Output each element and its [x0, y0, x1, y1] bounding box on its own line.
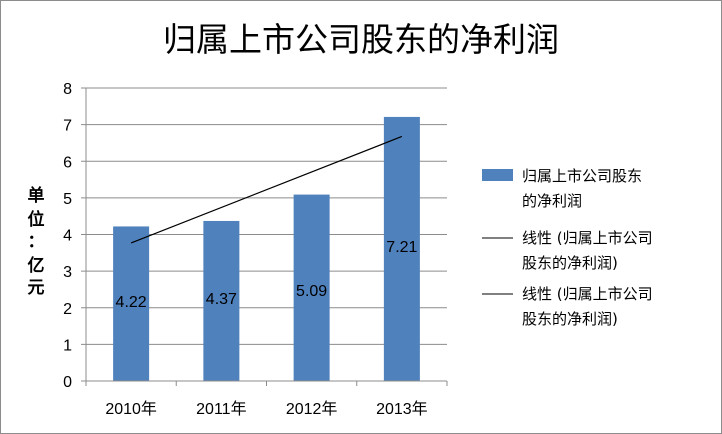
x-tick-label: 2012年: [286, 400, 338, 418]
legend-swatch-bar: [482, 169, 513, 181]
y-tick-label: 6: [63, 154, 72, 171]
y-tick-label: 0: [63, 374, 72, 391]
trendline: [130, 135, 403, 244]
x-tick-label: 2013年: [376, 400, 428, 418]
chart-title: 归属上市公司股东的净利润: [163, 20, 559, 59]
y-axis-label-char: 亿: [28, 255, 45, 276]
bar: [383, 116, 420, 381]
y-tick-label: 3: [63, 264, 72, 281]
legend-label: 线性 (归属上市公司: [522, 229, 653, 247]
x-tick-labels: 2010年 2011年 2012年 2013年: [105, 400, 427, 418]
legend-label: 归属上市公司股东: [522, 167, 642, 185]
y-tick-label: 5: [63, 191, 72, 208]
bar: [293, 194, 330, 381]
legend-label: 股东的净利润): [522, 254, 618, 272]
bar: [113, 226, 150, 381]
y-tick-label: 2: [63, 301, 72, 318]
data-labels: 4.22 4.37 5.09 7.21: [116, 239, 418, 311]
data-label: 5.09: [296, 283, 327, 300]
legend-label: 线性 (归属上市公司: [522, 285, 653, 303]
y-tick-labels: 0 1 2 3 4 5 6 7 8: [63, 81, 72, 391]
x-tick-label: 2011年: [196, 400, 246, 418]
legend-label: 的净利润: [522, 192, 582, 210]
y-axis-label: 单位： 亿元: [28, 185, 45, 298]
bars: [113, 116, 420, 381]
data-label: 4.37: [206, 291, 237, 308]
y-tick-label: 8: [63, 81, 72, 98]
y-tick-label: 7: [63, 118, 72, 135]
y-axis-label-char: 位: [28, 209, 45, 230]
x-tick-label: 2010年: [105, 400, 157, 418]
y-tick-label: 1: [63, 337, 72, 354]
data-label: 4.22: [116, 294, 147, 311]
y-axis-label-char: 单: [28, 185, 45, 206]
y-tick-label: 4: [63, 228, 72, 245]
y-axis-label-char: ：: [28, 232, 45, 252]
trendline-line: [130, 135, 403, 244]
legend-label: 股东的净利润): [522, 310, 618, 328]
y-axis-label-char: 元: [28, 278, 45, 298]
data-label: 7.21: [386, 239, 417, 256]
axes: [81, 87, 448, 386]
bar: [203, 220, 240, 381]
